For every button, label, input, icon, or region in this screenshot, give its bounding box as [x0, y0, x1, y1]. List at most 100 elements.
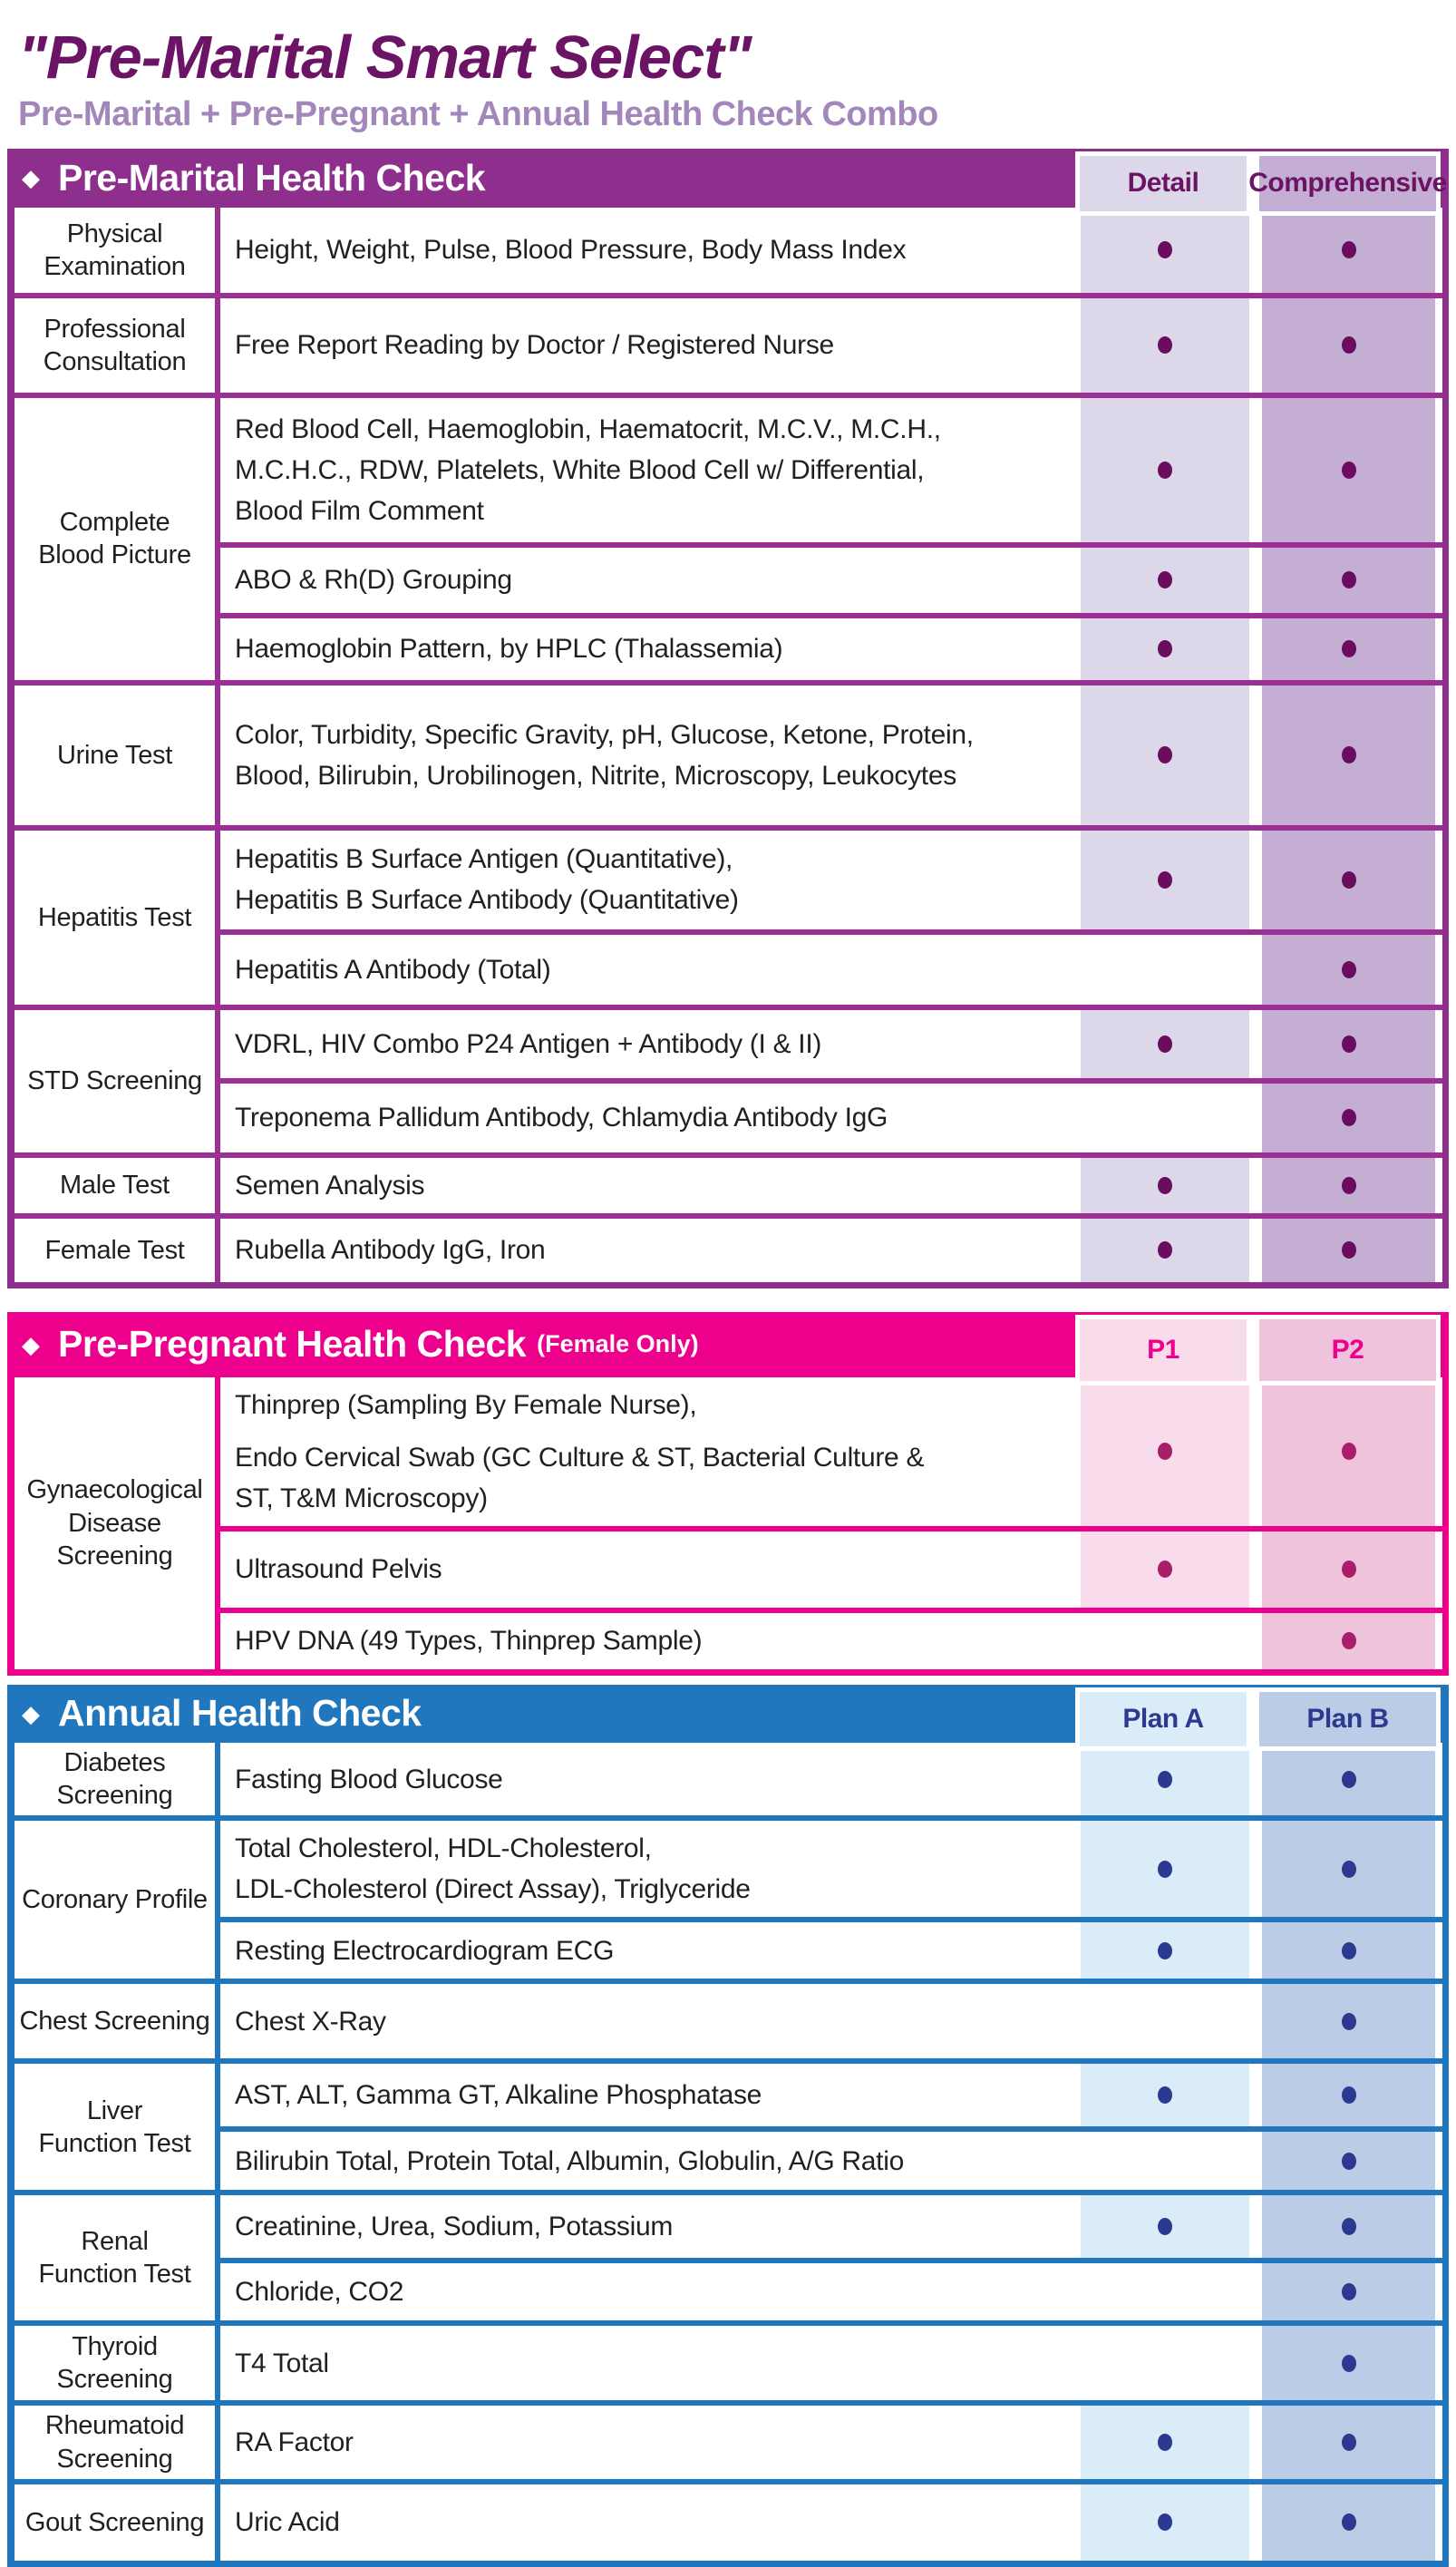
- right-padding: [1435, 1083, 1442, 1152]
- included-dot: [1158, 2434, 1172, 2452]
- included-dot: [1341, 870, 1356, 889]
- right-padding: [1435, 1009, 1442, 1078]
- included-dot: [1341, 2218, 1356, 2236]
- included-dot: [1158, 1035, 1172, 1053]
- test-description-cell: AST, ALT, Gamma GT, Alkaline Phosphatase: [220, 2064, 1081, 2127]
- section-pre-marital-health-check: ◆ Pre-Marital Health Check Detail Comprehen…: [7, 148, 1449, 1288]
- test-description-cell: Haemoglobin Pattern, by HPLC (Thalassemi…: [220, 617, 1081, 680]
- included-dot: [1341, 2086, 1356, 2105]
- column-gap: [1249, 2064, 1262, 2127]
- included-dot: [1341, 2354, 1356, 2372]
- included-dot: [1341, 336, 1356, 355]
- mark-cell-plan-a: [1081, 2195, 1249, 2259]
- category-cell: Professional Consultation: [15, 297, 220, 393]
- test-description-cell: Red Blood Cell, Haemoglobin, Haematocrit…: [220, 397, 1081, 542]
- included-dot: [1341, 1860, 1356, 1878]
- mark-cell-detail: [1081, 617, 1249, 680]
- column-gap: [1249, 1821, 1262, 1918]
- page-title: "Pre-Marital Smart Select": [18, 24, 752, 92]
- row-separator: [220, 2126, 1442, 2133]
- column-gap: [1249, 685, 1262, 825]
- section-title-suffix: (Female Only): [537, 1330, 699, 1358]
- included-dot: [1158, 2218, 1172, 2236]
- column-gap: [1249, 1531, 1262, 1608]
- test-description-line: Total Cholesterol, HDL-Cholesterol, LDL-…: [235, 1833, 751, 1905]
- right-padding: [1435, 2326, 1442, 2401]
- column-header-p1: P1: [1080, 1318, 1247, 1381]
- category-cell: Chest Screening: [15, 1984, 220, 2059]
- included-dot: [1158, 241, 1172, 259]
- right-padding: [1435, 1218, 1442, 1282]
- included-dot: [1341, 1109, 1356, 1127]
- column-header-plan-b: Plan B: [1259, 1691, 1436, 1746]
- mark-cell-plan-a: [1081, 2406, 1249, 2479]
- test-description-line: Endo Cervical Swab (GC Culture & ST, Bac…: [235, 1442, 925, 1513]
- test-description-cell: Hepatitis A Antibody (Total): [220, 934, 1081, 1005]
- included-dot: [1341, 640, 1356, 658]
- right-padding: [1435, 2263, 1442, 2321]
- column-gap: [1249, 2263, 1262, 2321]
- row-separator: [220, 1525, 1442, 1531]
- test-description-line: RA Factor: [235, 2427, 354, 2458]
- mark-cell-plan-b: [1262, 2195, 1435, 2259]
- mark-cell-detail: [1081, 297, 1249, 393]
- included-dot: [1341, 1561, 1356, 1579]
- test-description-cell: Resting Electrocardiogram ECG: [220, 1922, 1081, 1979]
- included-dot: [1158, 746, 1172, 764]
- right-padding: [1435, 685, 1442, 825]
- included-dot: [1158, 1860, 1172, 1878]
- column-gap: [1249, 2132, 1262, 2191]
- included-dot: [1341, 571, 1356, 589]
- included-dot: [1341, 1443, 1356, 1461]
- section-table: Diabetes Screening Fasting Blood Glucose C…: [7, 1742, 1449, 2567]
- included-dot: [1341, 2514, 1356, 2532]
- mark-cell-plan-b: [1262, 2064, 1435, 2127]
- column-gap: [1249, 2195, 1262, 2259]
- row-separator: [220, 1917, 1442, 1923]
- group-separator: [15, 2058, 1442, 2065]
- mark-cell-plan-a: [1081, 1742, 1249, 1816]
- right-padding: [1435, 1922, 1442, 1979]
- category-cell: Male Test: [15, 1157, 220, 1213]
- section-table: Physical Examination Height, Weight, Puls…: [7, 207, 1449, 1288]
- test-description-line: Creatinine, Urea, Sodium, Potassium: [235, 2212, 674, 2242]
- column-gap: [1249, 297, 1262, 393]
- mark-cell-detail: [1081, 547, 1249, 613]
- section-annual-health-check: ◆ Annual Health Check Plan A Plan B Diabetes…: [7, 1684, 1449, 2567]
- mark-cell-comprehensive: [1262, 1083, 1435, 1152]
- group-separator: [15, 292, 1442, 298]
- included-dot: [1158, 870, 1172, 889]
- test-description-cell: Creatinine, Urea, Sodium, Potassium: [220, 2195, 1081, 2259]
- test-description-cell: Chloride, CO2: [220, 2263, 1081, 2321]
- included-dot: [1158, 1770, 1172, 1788]
- column-gap: [1249, 2406, 1262, 2479]
- right-padding: [1435, 297, 1442, 393]
- category-cell: Gynaecological Disease Screening: [15, 1376, 220, 1669]
- mark-cell-plan-b: [1262, 1922, 1435, 1979]
- right-padding: [1435, 2406, 1442, 2479]
- included-dot: [1341, 1241, 1356, 1259]
- mark-cell-comprehensive: [1262, 1009, 1435, 1078]
- included-dot: [1341, 2283, 1356, 2301]
- included-dot: [1341, 1632, 1356, 1650]
- category-cell: Thyroid Screening: [15, 2326, 220, 2401]
- mark-cell-comprehensive: [1262, 617, 1435, 680]
- test-description-cell: Treponema Pallidum Antibody, Chlamydia A…: [220, 1083, 1081, 1152]
- column-header-plan-a: Plan A: [1080, 1691, 1247, 1746]
- section-title: Pre-Pregnant Health Check: [58, 1323, 527, 1366]
- mark-cell-plan-b: [1262, 2263, 1435, 2321]
- column-gap: [1249, 1376, 1262, 1526]
- included-dot: [1158, 2086, 1172, 2105]
- right-padding: [1435, 830, 1442, 929]
- test-description-cell: VDRL, HIV Combo P24 Antigen + Antibody (…: [220, 1009, 1081, 1078]
- mark-cell-plan-a: [1081, 1821, 1249, 1918]
- right-padding: [1435, 2064, 1442, 2127]
- mark-cell-plan-b: [1262, 1821, 1435, 1918]
- category-cell: Female Test: [15, 1218, 220, 1282]
- included-dot: [1158, 1443, 1172, 1461]
- test-description-line: Free Report Reading by Doctor / Register…: [235, 330, 834, 361]
- mark-cell-detail: [1081, 830, 1249, 929]
- included-dot: [1341, 461, 1356, 479]
- mark-cell-plan-a: [1081, 2484, 1249, 2561]
- mark-cell-comprehensive: [1262, 1218, 1435, 1282]
